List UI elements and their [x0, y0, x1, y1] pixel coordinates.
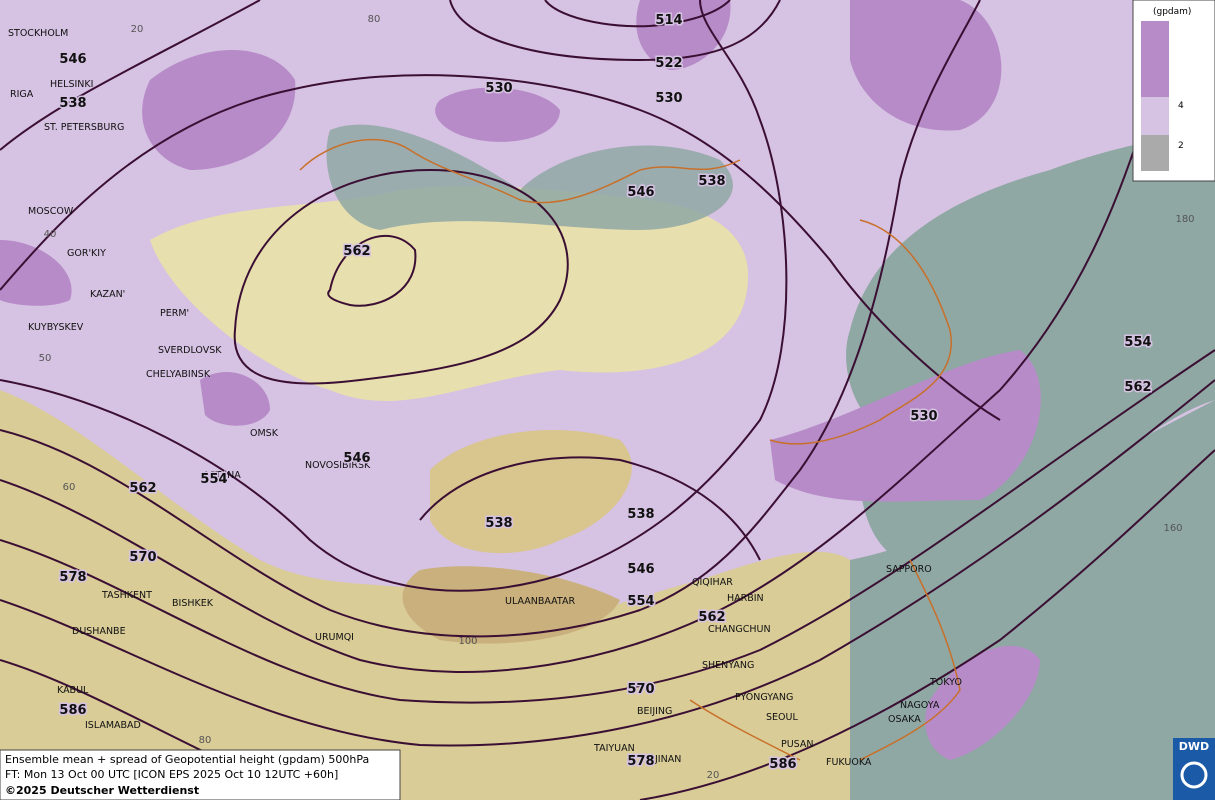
coastline	[299, 138, 961, 761]
city-label: OSAKA	[888, 714, 921, 725]
high-spread	[0, 0, 1041, 760]
legend-swatch	[1141, 21, 1169, 97]
contour-label: 554	[627, 594, 654, 609]
graticule-label: 160	[1163, 523, 1182, 534]
legend: (gpdam) 4 2	[1132, 0, 1215, 182]
city-label: ULAANBAATAR	[505, 596, 575, 607]
contour-label: 554	[200, 472, 227, 487]
graticule-label: 20	[707, 770, 720, 781]
logo-text: DWD	[1179, 740, 1209, 753]
city-label: PUSAN	[781, 739, 814, 750]
city-label: MOSCOW	[28, 206, 74, 217]
city-label: DUSHANBE	[72, 626, 126, 637]
city-label: HELSINKI	[50, 79, 93, 90]
contour-label: 546	[59, 52, 86, 67]
contour-label: 546	[627, 562, 654, 577]
city-label: FUKUOKA	[826, 757, 872, 768]
terrain	[430, 430, 632, 554]
city-label: STOCKHOLM	[8, 28, 68, 39]
contour-label: 578	[59, 570, 86, 585]
legend-unit: (gpdam)	[1153, 7, 1191, 17]
city-label: SEOUL	[766, 712, 798, 723]
city-label: OMSK	[250, 428, 279, 439]
contour-label: 586	[769, 757, 796, 772]
contour-label: 570	[627, 682, 654, 697]
city-label: SVERDLOVSK	[158, 345, 222, 356]
city-label: ASTANA	[203, 470, 241, 481]
logo-swirl	[1180, 761, 1208, 789]
contour-label: 578	[627, 754, 654, 769]
contour-label: 554	[1124, 335, 1151, 350]
low-spread	[326, 124, 733, 230]
city-label: KUYBYSKEV	[28, 322, 84, 333]
caption-line: Ensemble mean + spread of Geopotential h…	[5, 753, 369, 766]
graticule-label: 100	[458, 636, 477, 647]
city-label: KABUL	[57, 685, 89, 696]
contour-label: 514	[655, 13, 682, 28]
city-label: RIGA	[10, 89, 34, 100]
city-label: URUMQI	[315, 632, 354, 643]
city-label: PYONGYANG	[735, 692, 793, 703]
city-label: CHANGCHUN	[708, 624, 771, 635]
city-label: HARBIN	[727, 593, 764, 604]
legend-tick: 4	[1178, 101, 1184, 111]
graticule-label: 40	[44, 229, 57, 240]
graticule-label: 60	[63, 482, 76, 493]
caption-line: FT: Mon 13 Oct 00 UTC [ICON EPS 2025 Oct…	[5, 768, 338, 781]
contour-label: 530	[485, 81, 512, 96]
city-label: ISLAMABAD	[85, 720, 141, 731]
city-label: SAPPORO	[886, 564, 932, 575]
city-label: TOKYO	[929, 677, 962, 688]
legend-swatch	[1141, 135, 1169, 171]
graticule-label: 80	[199, 735, 212, 746]
city-label: PERM'	[160, 308, 189, 319]
contour-label: 546	[343, 451, 370, 466]
city-label: ST. PETERSBURG	[44, 122, 124, 133]
city-label: GOR'KIY	[67, 248, 106, 259]
contour-label: 546	[627, 185, 654, 200]
contour-label: 562	[698, 610, 725, 625]
contour-label: 538	[59, 96, 86, 111]
graticule-label: 80	[368, 14, 381, 25]
terrain	[402, 566, 620, 644]
logo	[1173, 738, 1215, 800]
caption-box	[0, 749, 401, 800]
contour-label: 562	[343, 244, 370, 259]
city-label: TASHKENT	[101, 590, 152, 601]
city-label: SHENYANG	[702, 660, 754, 671]
contour-label: 538	[698, 174, 725, 189]
contour-label: 530	[910, 409, 937, 424]
contour-label: 530	[655, 91, 682, 106]
city-label: TAIYUAN	[593, 743, 635, 754]
city-label: KAZAN'	[90, 289, 125, 300]
contour-label: 586	[59, 703, 86, 718]
city-label: BEIJING	[637, 706, 672, 717]
contour-label: 562	[129, 481, 156, 496]
graticule-label: 50	[39, 353, 52, 364]
graticule-label: 20	[131, 24, 144, 35]
contour-label: 538	[627, 507, 654, 522]
legend-tick: 2	[1178, 141, 1184, 151]
city-label: JINAN	[654, 754, 681, 765]
city-label: BISHKEK	[172, 598, 214, 609]
contour-label: 562	[1124, 380, 1151, 395]
legend-swatch	[1141, 97, 1169, 135]
city-label: NOVOSIBIRSK	[305, 460, 371, 471]
city-label: CHELYABINSK	[146, 369, 211, 380]
contour-label: 538	[485, 516, 512, 531]
contour-label: 522	[655, 56, 682, 71]
graticule-label: 180	[1175, 214, 1194, 225]
terrain	[150, 185, 749, 401]
caption-line: ©2025 Deutscher Wetterdienst	[5, 784, 199, 797]
city-label: NAGOYA	[900, 700, 940, 711]
city-label: QIQIHAR	[692, 577, 733, 588]
contour-label: 570	[129, 550, 156, 565]
